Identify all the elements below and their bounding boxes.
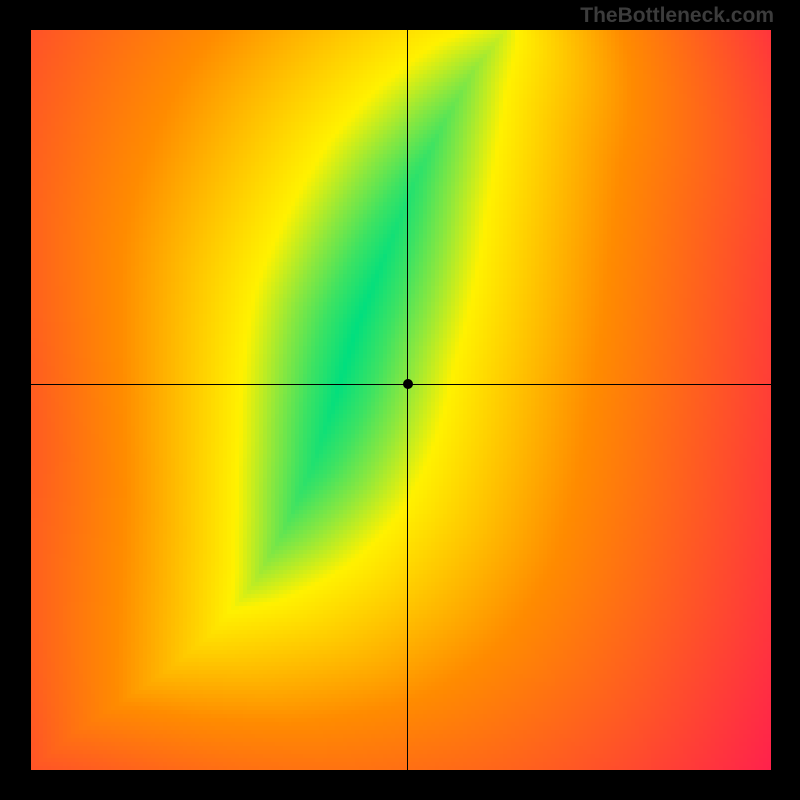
watermark-text: TheBottleneck.com — [580, 4, 774, 28]
chart-frame: TheBottleneck.com — [0, 0, 800, 800]
heatmap-canvas — [31, 30, 771, 770]
plot-area — [31, 30, 771, 770]
crosshair-vertical — [407, 30, 408, 770]
crosshair-point — [403, 379, 413, 389]
crosshair-horizontal — [31, 384, 771, 385]
